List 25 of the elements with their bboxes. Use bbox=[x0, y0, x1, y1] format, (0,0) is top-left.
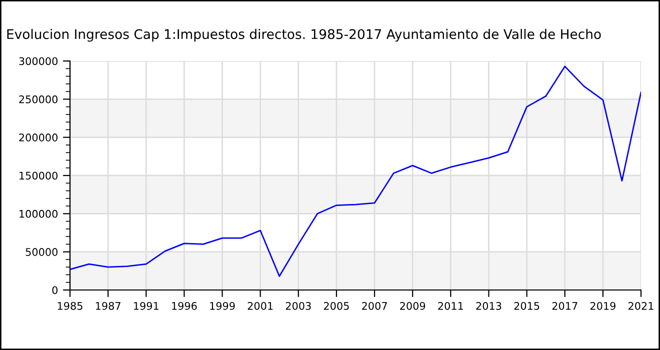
x-tick-label: 2011 bbox=[438, 302, 463, 310]
x-tick-label: 2009 bbox=[400, 302, 426, 310]
x-tick-label: 2007 bbox=[362, 302, 387, 310]
y-tick-label: 250000 bbox=[19, 95, 58, 104]
y-tick-label: 150000 bbox=[20, 172, 58, 180]
x-tick-label: 2017 bbox=[552, 302, 578, 310]
y-tick-label: 100000 bbox=[20, 210, 58, 218]
x-tick-label: 2015 bbox=[514, 302, 540, 310]
chart-title: Evolucion Ingresos Cap 1:Impuestos directos. 1985-2017 Ayuntamiento de Valle de Hecho bbox=[7, 28, 601, 42]
x-tick-label: 2013 bbox=[476, 302, 502, 310]
x-tick-label: 2005 bbox=[324, 302, 349, 310]
x-tick-label: 1987 bbox=[96, 302, 120, 310]
x-tick-label: 2019 bbox=[590, 302, 616, 310]
x-tick-label: 1985 bbox=[58, 302, 82, 310]
x-tick-label: 1999 bbox=[210, 302, 235, 310]
y-tick-label: 300000 bbox=[19, 57, 58, 66]
x-tick-label: 2021 bbox=[628, 302, 654, 310]
line-series bbox=[70, 66, 641, 277]
y-tick-label: 50000 bbox=[26, 248, 58, 256]
y-tick-label: 0 bbox=[52, 286, 58, 294]
x-tick-label: 1991 bbox=[134, 302, 158, 310]
x-tick-label: 1996 bbox=[172, 302, 197, 310]
x-tick-label: 2001 bbox=[248, 302, 273, 310]
x-tick-label: 2003 bbox=[286, 302, 311, 310]
y-tick-label: 200000 bbox=[19, 134, 58, 142]
